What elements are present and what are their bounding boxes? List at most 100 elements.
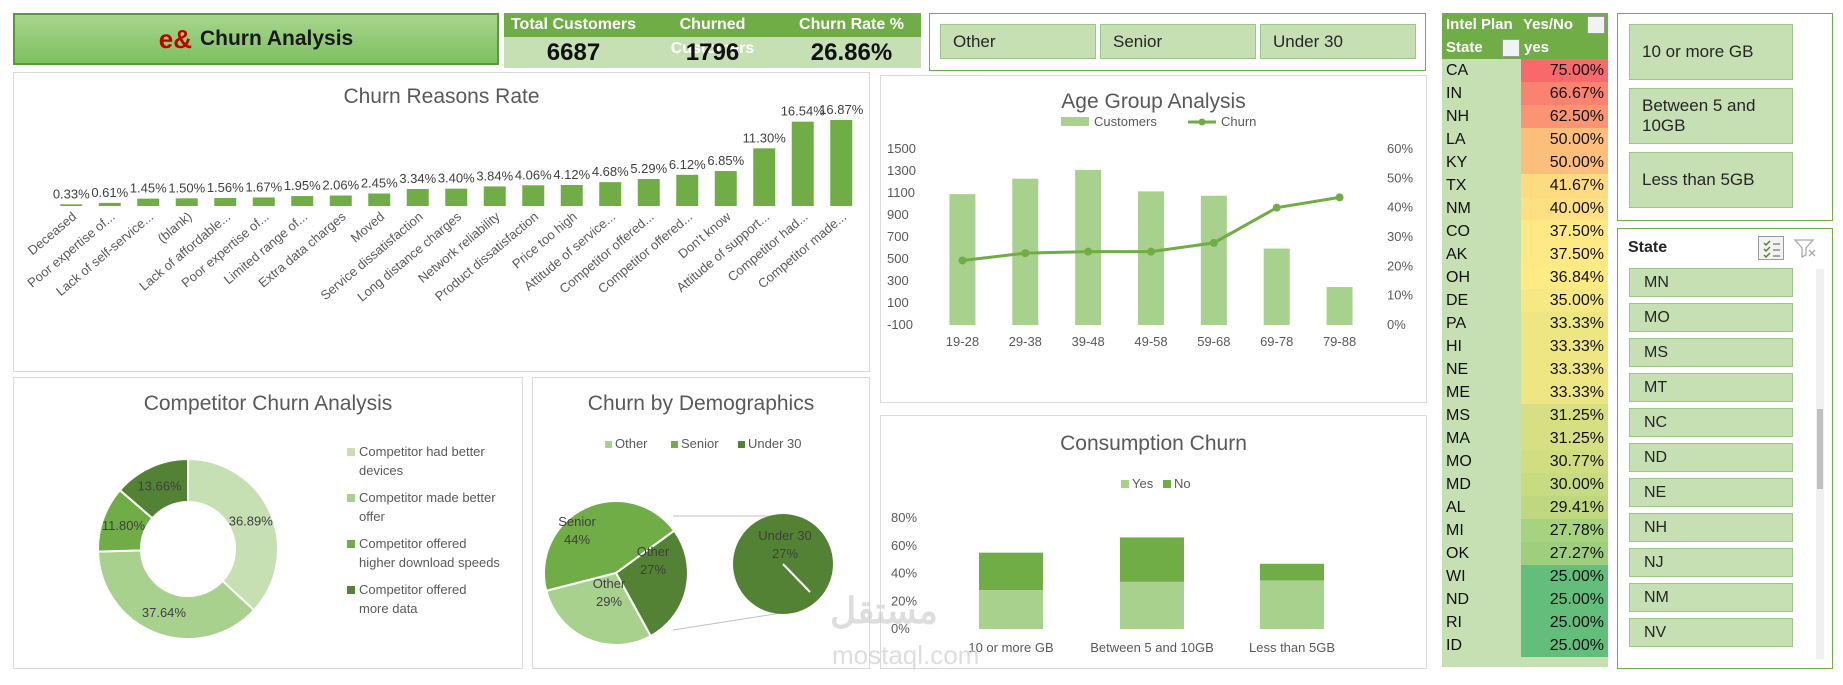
multi-select-icon[interactable]: [1758, 236, 1784, 260]
state-slicer-item[interactable]: ND: [1629, 443, 1793, 472]
data-label: 11.30%: [743, 130, 787, 145]
state-slicer-item[interactable]: NJ: [1629, 548, 1793, 577]
state-cell: MS: [1446, 407, 1470, 424]
rate-cell: 31.25%: [1521, 404, 1608, 427]
clear-filter-icon[interactable]: [1792, 236, 1818, 260]
x-tick-label: 39-48: [1072, 334, 1105, 349]
state-cell: OK: [1446, 545, 1470, 562]
state-slicer-item[interactable]: MO: [1629, 303, 1793, 332]
state-slicer-item[interactable]: NM: [1629, 583, 1793, 612]
legend-label: offer: [359, 509, 385, 524]
x-tick-label: 49-58: [1134, 334, 1167, 349]
kpi-value-rate: 26.86%: [810, 39, 893, 66]
rate-cell: 33.33%: [1521, 335, 1608, 358]
table-row: AK 37.50%: [1442, 243, 1608, 266]
bar-no: [1260, 563, 1324, 581]
state-slicer-item[interactable]: NH: [1629, 513, 1793, 542]
rate-cell: 37.50%: [1521, 220, 1608, 243]
state-cell: ID: [1446, 637, 1462, 654]
slicer-item-senior[interactable]: Senior: [1100, 24, 1256, 59]
filter-icon[interactable]: [1502, 38, 1520, 57]
table-row: ME 33.33%: [1442, 381, 1608, 404]
slicer-item-10gb[interactable]: 10 or more GB: [1629, 24, 1793, 80]
x-tick-label: Less than 5GB: [1249, 640, 1335, 655]
rate-cell: 30.77%: [1521, 450, 1608, 473]
rate-cell: 66.67%: [1521, 82, 1608, 105]
state-cell: MA: [1446, 430, 1470, 447]
consumption-panel: Consumption Churn 80% 60% 40% 20% 0% Yes No 10 …: [880, 415, 1427, 669]
line-point: [1084, 247, 1093, 256]
data-label: 1.67%: [245, 179, 282, 194]
bar: [1326, 287, 1353, 325]
demographics-chart: Other Senior Under 30 Senior 44% Other 27% Othe…: [543, 436, 833, 646]
slice-label: 36.89%: [229, 514, 274, 529]
rate-cell: 50.00%: [1521, 151, 1608, 174]
bar: [560, 184, 583, 206]
state-slicer-item[interactable]: MN: [1629, 268, 1793, 297]
legend-label: No: [1174, 476, 1191, 491]
filter-icon[interactable]: [1587, 15, 1605, 34]
brand-logo: e&: [158, 23, 192, 54]
table-row: IN 66.67%: [1442, 82, 1608, 105]
chart-title: Competitor Churn Analysis: [143, 392, 393, 415]
table-row: ID 25.00%: [1442, 634, 1608, 657]
slice-label: 37.64%: [142, 605, 187, 620]
pie-slice: [545, 571, 653, 646]
y-tick-label: -100: [887, 317, 913, 332]
bar: [483, 186, 506, 206]
scrollbar[interactable]: [1816, 269, 1824, 659]
state-cell: HI: [1446, 338, 1462, 355]
table-row: MA 31.25%: [1442, 427, 1608, 450]
bar: [1200, 195, 1227, 325]
data-label: 2.45%: [361, 176, 398, 191]
data-label: 1.95%: [284, 178, 321, 193]
slice-pct: 29%: [596, 594, 622, 609]
data-label: 3.34%: [399, 171, 436, 186]
slicer-item-less5gb[interactable]: Less than 5GB: [1629, 152, 1793, 208]
bar: [1075, 169, 1102, 325]
slicer-item-5-10gb[interactable]: Between 5 and 10GB: [1629, 88, 1793, 144]
legend-swatch: [1163, 480, 1171, 488]
table-row: PA 33.33%: [1442, 312, 1608, 335]
state-slicer-item[interactable]: NC: [1629, 408, 1793, 437]
watermark-logo: مستقل: [830, 590, 938, 631]
state-slicer-item[interactable]: MT: [1629, 373, 1793, 402]
slice-label: 11.80%: [102, 518, 146, 533]
state-cell: MO: [1446, 453, 1472, 470]
pie-slice: [543, 500, 676, 593]
table-row: OK 27.27%: [1442, 542, 1608, 565]
slice-label: Other: [637, 544, 670, 559]
state-slicer-item[interactable]: NV: [1629, 618, 1793, 647]
table-row: WI 25.00%: [1442, 565, 1608, 588]
y-tick-label: 1100: [887, 185, 915, 200]
y-tick-label: 40%: [891, 566, 917, 581]
slice-pct: 27%: [640, 562, 666, 577]
scrollbar-thumb[interactable]: [1817, 409, 1823, 489]
data-label: 4.06%: [515, 167, 552, 182]
legend-marker: [1198, 118, 1206, 126]
state-cell: DE: [1446, 292, 1469, 309]
slice-pct: 27%: [772, 546, 798, 561]
y-tick-label: 1500: [887, 141, 916, 156]
bar-yes: [1260, 580, 1324, 629]
state-cell: AL: [1446, 499, 1466, 516]
state-cell: CA: [1446, 62, 1469, 79]
state-slicer-item[interactable]: MS: [1629, 338, 1793, 367]
data-label: 16.87%: [819, 102, 864, 117]
slicer-item-under30[interactable]: Under 30: [1260, 24, 1416, 59]
age-group-panel: Age Group Analysis 1500 1300 1100 900 700 500…: [880, 75, 1427, 403]
competitor-chart: 36.89% 37.64% 11.80% 13.66% Competitor had b…: [97, 444, 500, 640]
slicer-item-other[interactable]: Other: [940, 24, 1096, 59]
y-tick-label: 300: [887, 273, 909, 288]
page-title: Churn Analysis: [199, 27, 354, 50]
y2-tick-label: 20%: [1387, 258, 1413, 273]
line-point: [1335, 193, 1344, 202]
data-label: 0.33%: [53, 186, 90, 201]
state-slicer-item[interactable]: NE: [1629, 478, 1793, 507]
legend-swatch: [671, 441, 678, 448]
table-row: DE 35.00%: [1442, 289, 1608, 312]
table-row: MI 27.78%: [1442, 519, 1608, 542]
state-cell: NE: [1446, 361, 1469, 378]
donut-slice: [187, 457, 279, 612]
data-label: 0.61%: [91, 185, 128, 200]
